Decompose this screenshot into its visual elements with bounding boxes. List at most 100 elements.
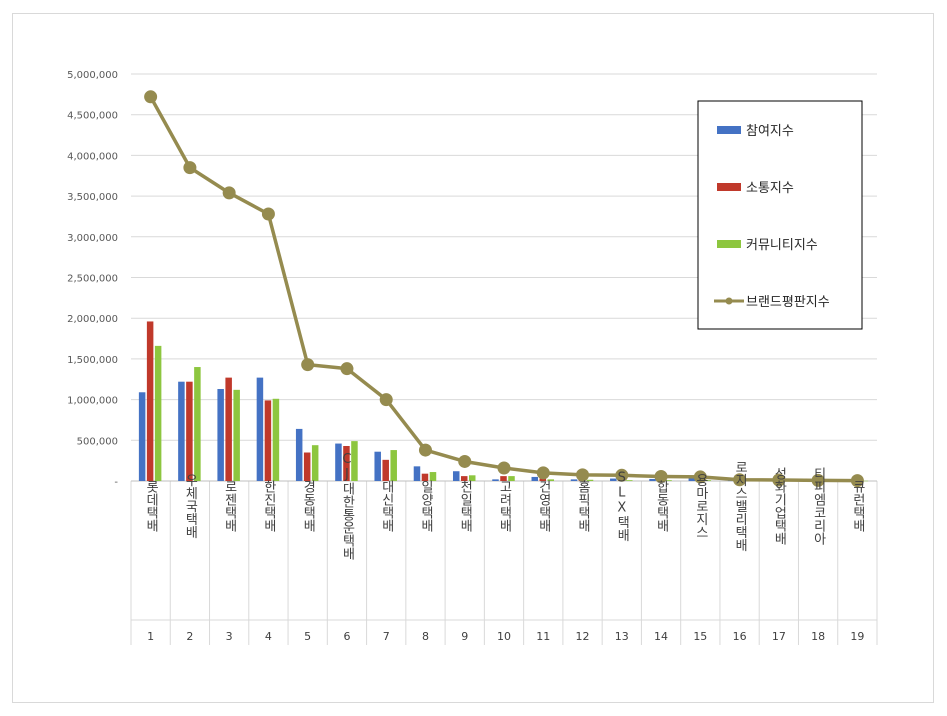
bar-참여지수 [649, 478, 656, 481]
rank-label: 9 [461, 630, 468, 643]
point-브랜드평판지수 [340, 362, 354, 376]
bar-커뮤니티지수 [626, 480, 633, 481]
bar-커뮤니티지수 [508, 476, 515, 481]
legend-label: 커뮤니티지수 [746, 238, 818, 253]
bar-커뮤니티지수 [390, 450, 397, 481]
point-브랜드평판지수 [301, 358, 315, 372]
bar-참여지수 [335, 443, 342, 481]
bar-커뮤니티지수 [665, 480, 672, 481]
bar-커뮤니티지수 [194, 367, 201, 481]
rank-label: 3 [226, 630, 233, 643]
rank-label: 2 [186, 630, 193, 643]
y-tick-label: 1,500,000 [67, 355, 118, 366]
rank-label: 16 [733, 630, 747, 643]
bar-참여지수 [413, 466, 421, 481]
y-tick-label: 2,000,000 [67, 314, 118, 325]
legend-swatch-참여지수 [717, 126, 741, 134]
bar-커뮤니티지수 [861, 480, 869, 482]
bar-소통지수 [186, 381, 193, 481]
category-label: 로젠택배 [222, 480, 237, 532]
bar-소통지수 [264, 400, 272, 481]
legend-label: 브랜드평판지수 [746, 295, 830, 310]
point-브랜드평판지수 [379, 393, 393, 407]
point-브랜드평판지수 [576, 468, 590, 482]
category-label: CJ대한통운택배 [339, 452, 354, 560]
category-label: 고려택배 [497, 480, 512, 532]
bar-커뮤니티지수 [429, 472, 437, 481]
bar-소통지수 [460, 476, 468, 481]
bar-참여지수 [531, 476, 539, 481]
bar-소통지수 [146, 321, 154, 481]
bar-참여지수 [570, 479, 578, 481]
y-tick-label: - [114, 477, 118, 488]
y-tick-label: 3,500,000 [67, 192, 118, 203]
legend-swatch-커뮤니티지수 [717, 240, 741, 248]
category-label: 홈픽택배 [575, 480, 590, 532]
bar-커뮤니티지수 [468, 475, 476, 481]
point-브랜드평판지수 [222, 186, 236, 200]
point-브랜드평판지수 [458, 454, 472, 468]
y-tick-label: 4,500,000 [67, 111, 118, 122]
point-브랜드평판지수 [733, 473, 747, 487]
category-label: 합동택배 [654, 480, 669, 532]
rank-label: 15 [693, 630, 707, 643]
y-tick-label: 2,500,000 [67, 274, 118, 285]
bar-참여지수 [138, 392, 146, 481]
bar-커뮤니티지수 [154, 345, 162, 481]
category-label: 한진택배 [261, 480, 276, 532]
y-tick-label: 3,000,000 [67, 233, 118, 244]
legend-label: 소통지수 [746, 181, 794, 196]
category-label: 건영택배 [536, 480, 551, 532]
bar-참여지수 [256, 377, 264, 481]
bar-참여지수 [452, 471, 460, 481]
point-브랜드평판지수 [497, 461, 511, 475]
category-label: SLX택배 [614, 471, 629, 542]
point-브랜드평판지수 [850, 474, 864, 488]
bar-커뮤니티지수 [272, 398, 280, 481]
category-label: 용마로지스 [693, 474, 708, 539]
legend-swatch-소통지수 [717, 183, 741, 191]
bar-참여지수 [610, 478, 617, 481]
point-브랜드평판지수 [183, 161, 197, 175]
y-tick-label: 1,000,000 [67, 396, 118, 407]
point-브랜드평판지수 [536, 466, 550, 480]
rank-label: 13 [615, 630, 629, 643]
category-label: 대신택배 [379, 480, 394, 532]
bar-커뮤니티지수 [311, 445, 319, 481]
point-브랜드평판지수 [144, 90, 158, 104]
rank-label: 10 [497, 630, 511, 643]
legend-box [697, 100, 863, 330]
point-브랜드평판지수 [811, 473, 825, 487]
category-label: 경동택배 [300, 480, 315, 532]
point-브랜드평판지수 [693, 470, 707, 484]
rank-label: 8 [422, 630, 429, 643]
bar-소통지수 [539, 478, 547, 481]
bar-참여지수 [178, 381, 185, 481]
rank-label: 7 [383, 630, 390, 643]
bar-소통지수 [343, 445, 350, 481]
bar-커뮤니티지수 [586, 479, 594, 481]
point-브랜드평판지수 [615, 468, 629, 482]
legend-label: 참여지수 [746, 124, 794, 139]
rank-label: 17 [772, 630, 786, 643]
point-브랜드평판지수 [654, 470, 668, 484]
category-label: 로지스밸리택배 [732, 461, 747, 552]
y-tick-label: 4,000,000 [67, 151, 118, 162]
bar-소통지수 [225, 377, 232, 481]
bar-커뮤니티지수 [704, 480, 712, 481]
bar-참여지수 [295, 428, 303, 481]
rank-label: 19 [850, 630, 864, 643]
rank-label: 6 [343, 630, 350, 643]
y-tick-label: 500,000 [77, 436, 118, 447]
point-브랜드평판지수 [261, 207, 275, 221]
bar-참여지수 [688, 477, 696, 481]
bar-소통지수 [382, 459, 389, 481]
bar-커뮤니티지수 [547, 479, 555, 481]
bar-커뮤니티지수 [351, 441, 358, 481]
rank-label: 18 [811, 630, 825, 643]
rank-label: 5 [304, 630, 311, 643]
bar-참여지수 [217, 389, 224, 481]
bar-커뮤니티지수 [233, 389, 240, 481]
rank-label: 12 [576, 630, 590, 643]
